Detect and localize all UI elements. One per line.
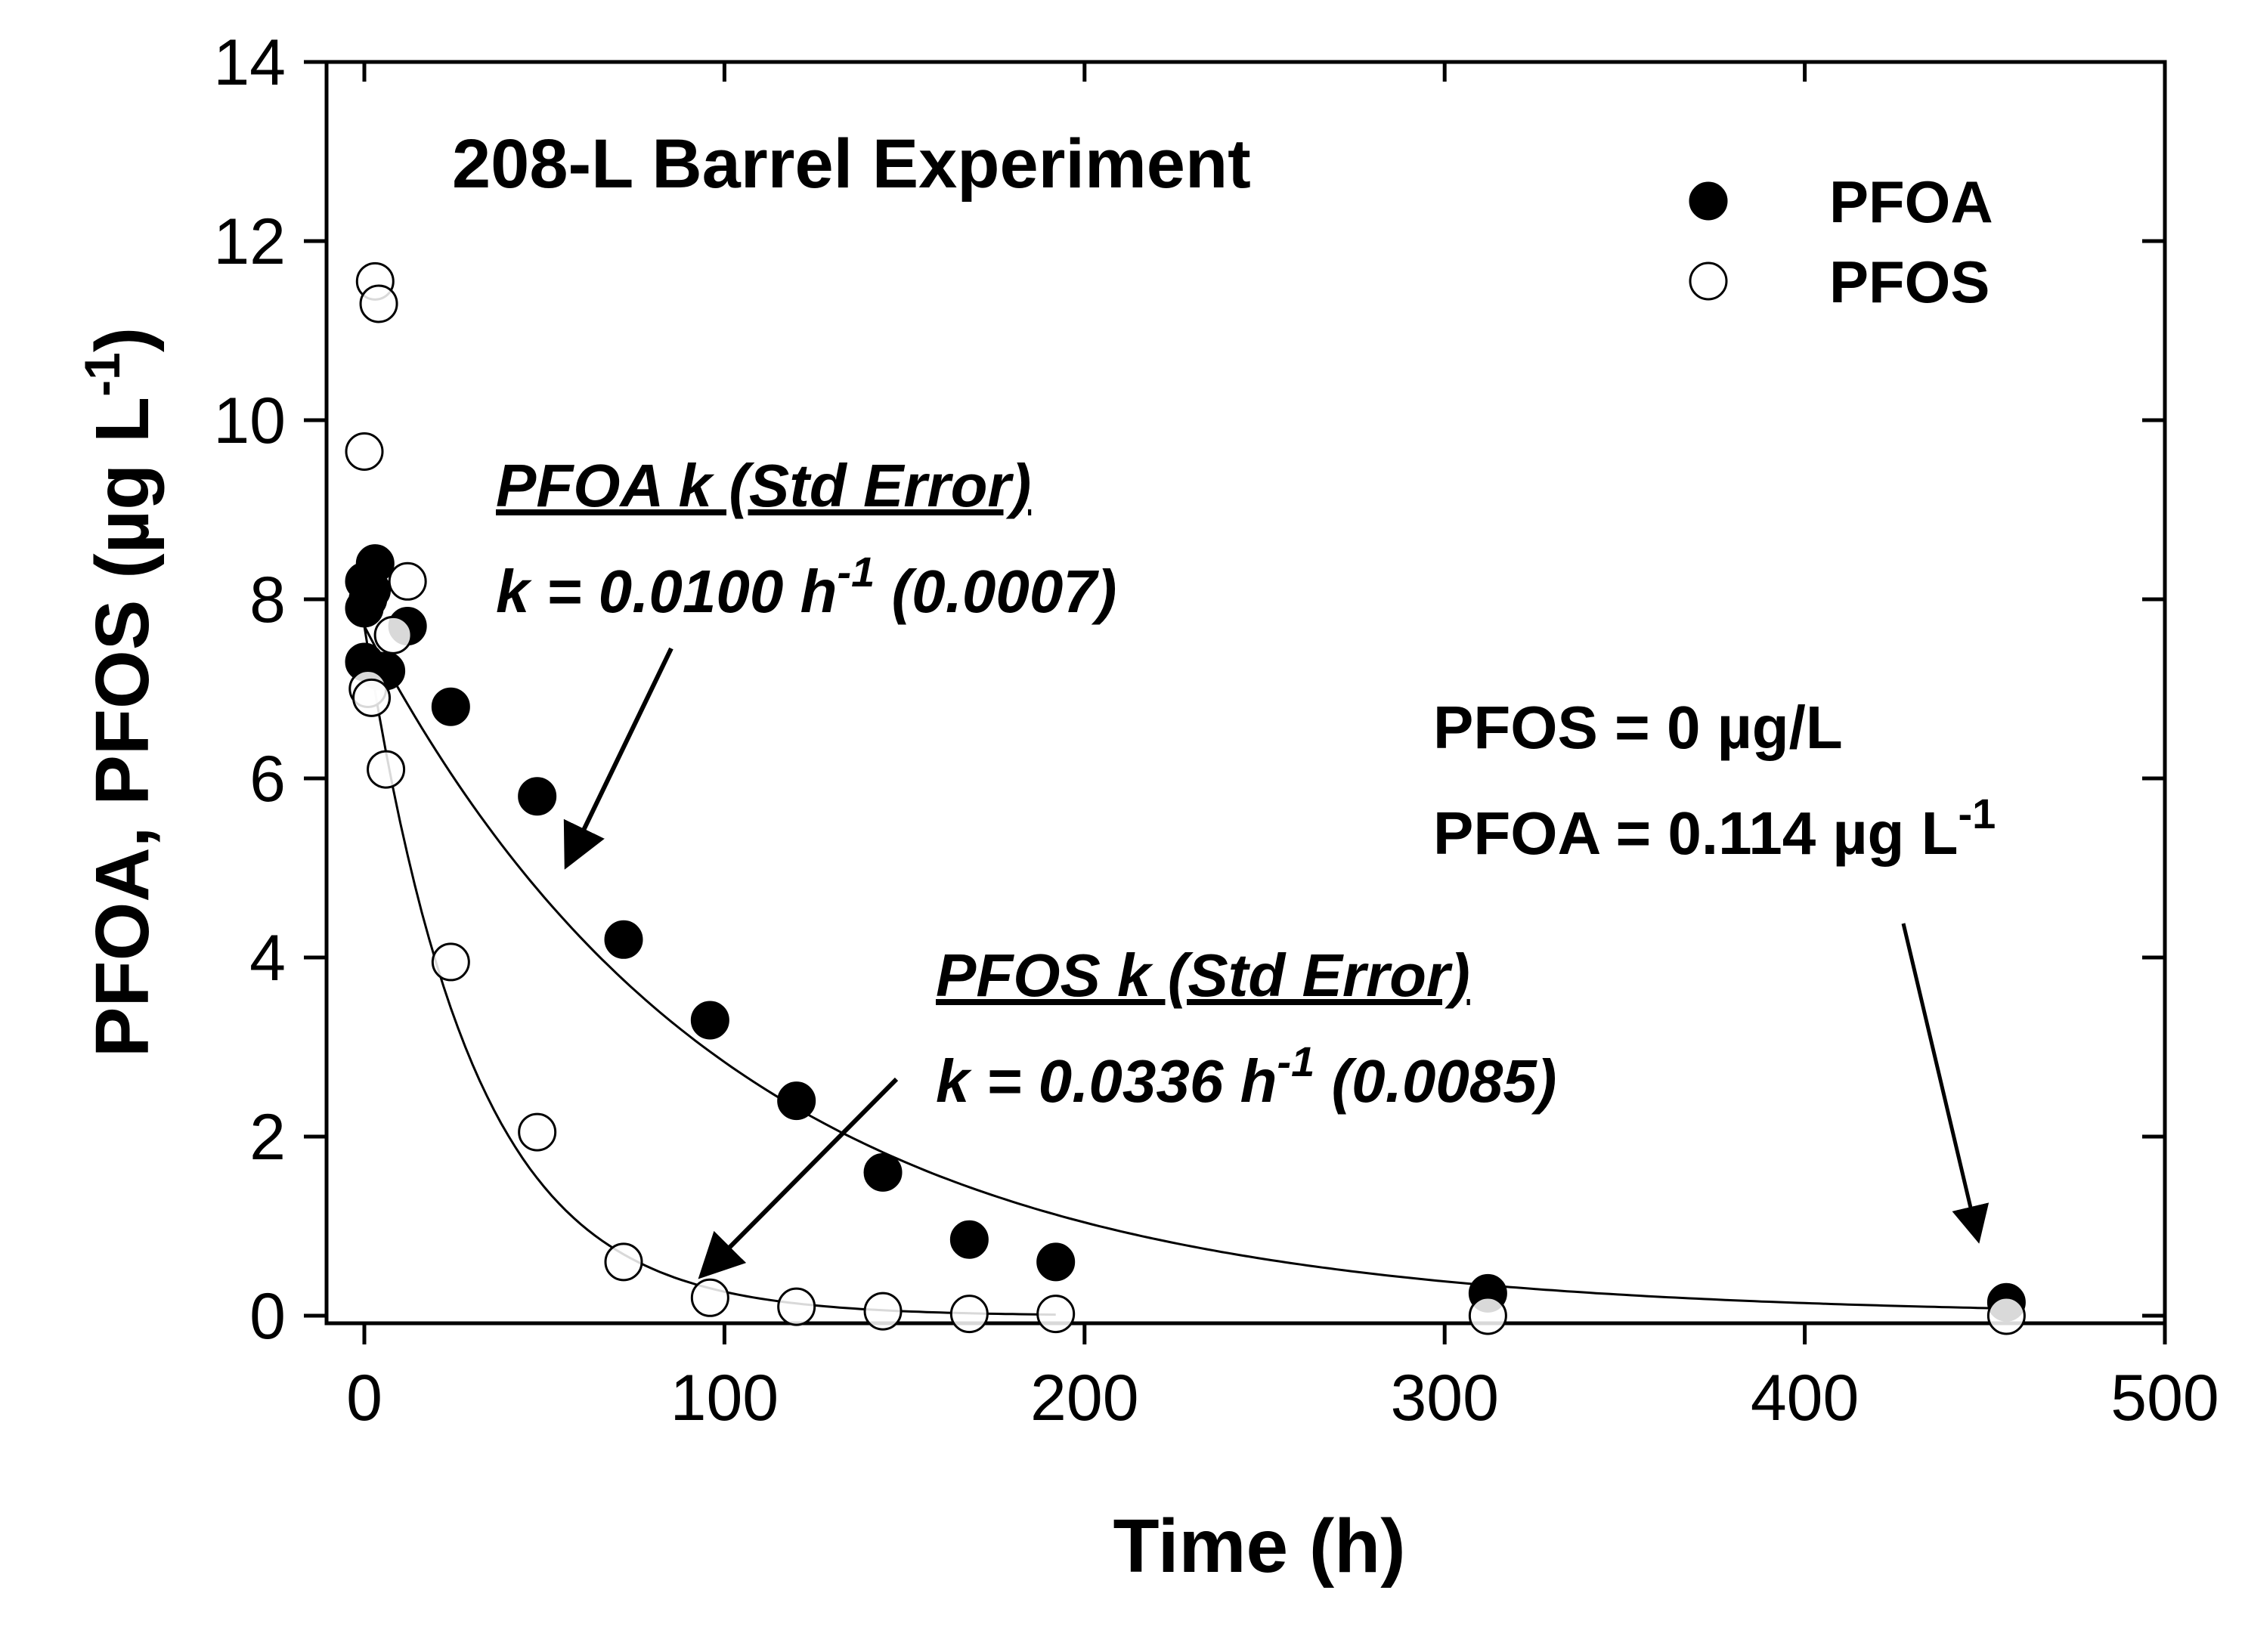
- data-point-pfoa: [863, 1152, 903, 1192]
- data-point-pfos: [1986, 1296, 2026, 1335]
- data-point-pfos: [518, 1112, 557, 1152]
- x-tick-label: 400: [1751, 1362, 1859, 1434]
- final-arrow: [1901, 923, 1990, 1244]
- data-point-pfoa: [690, 1001, 729, 1040]
- x-tick-label: 300: [1390, 1362, 1499, 1434]
- data-point-pfoa: [431, 687, 470, 726]
- pfoa-k-value: k = 0.0100 h-1 (0.0007): [496, 548, 1116, 625]
- axis-ticks: [304, 60, 2167, 1344]
- data-point-pfoa: [355, 544, 395, 583]
- data-point-pfos: [359, 284, 398, 323]
- y-tick-label: 6: [249, 743, 286, 815]
- data-point-pfoa: [1036, 1242, 1076, 1282]
- pfos-k-value: k = 0.0336 h-1 (0.0085): [936, 1038, 1556, 1115]
- x-tick-label: 0: [346, 1362, 382, 1434]
- data-point-pfos: [863, 1292, 903, 1331]
- x-tick-label: 200: [1030, 1362, 1139, 1434]
- tick-labels: 0 100 200 300 400 500 0 2 4 6 8 10 12 14: [213, 26, 2219, 1434]
- plot-frame: [324, 60, 2167, 1326]
- series-pfoa: [345, 544, 2026, 1322]
- fit-curve-pfoa: [363, 625, 2007, 1310]
- data-point-pfos: [777, 1287, 816, 1326]
- pfoa-arrow: [563, 647, 674, 870]
- legend-label-pfoa: PFOA: [1829, 169, 1993, 235]
- x-tick-label: 100: [670, 1362, 779, 1434]
- legend-marker-pfoa: [1689, 181, 1728, 221]
- y-axis-title: PFOA, PFOS (µg L-1): [74, 327, 165, 1057]
- data-point-pfos: [1036, 1295, 1076, 1334]
- data-point-pfos: [373, 615, 413, 654]
- y-tick-label: 14: [213, 26, 286, 99]
- pfos-k-heading: PFOS k (Std Error): [936, 942, 1470, 1009]
- data-point-pfos: [604, 1242, 643, 1282]
- data-point-pfoa: [777, 1081, 816, 1121]
- y-tick-label: 0: [249, 1280, 286, 1353]
- data-point-pfoa: [949, 1220, 989, 1259]
- legend-marker-pfos: [1689, 261, 1728, 301]
- y-tick-label: 12: [213, 206, 286, 278]
- data-point-pfos: [345, 432, 384, 471]
- data-point-pfos: [367, 750, 406, 789]
- y-tick-label: 2: [249, 1101, 286, 1174]
- final-pfoa-label: PFOA = 0.114 µg L-1: [1433, 790, 1996, 867]
- data-point-pfoa: [604, 920, 643, 959]
- data-point-pfos: [949, 1295, 989, 1334]
- pfos-arrow: [698, 1077, 899, 1279]
- y-tick-label: 8: [249, 564, 286, 636]
- x-tick-label: 500: [2110, 1362, 2219, 1434]
- y-tick-label: 4: [249, 922, 286, 995]
- x-axis-title: Time (h): [1113, 1504, 1405, 1589]
- y-tick-label: 10: [213, 385, 286, 457]
- data-point-pfos: [352, 678, 392, 717]
- final-pfos-label: PFOS = 0 µg/L: [1433, 694, 1843, 761]
- legend-label-pfos: PFOS: [1829, 249, 1990, 315]
- legend: PFOA PFOS: [1689, 169, 1993, 315]
- data-point-pfos: [690, 1278, 729, 1317]
- chart-title: 208-L Barrel Experiment: [452, 125, 1251, 203]
- series-pfos: [345, 261, 2026, 1335]
- data-point-pfos: [388, 561, 427, 601]
- data-point-pfoa: [518, 777, 557, 816]
- pfoa-k-heading: PFOA k (Std Error): [496, 452, 1031, 519]
- data-point-pfos: [431, 942, 470, 982]
- data-point-pfos: [1468, 1296, 1507, 1335]
